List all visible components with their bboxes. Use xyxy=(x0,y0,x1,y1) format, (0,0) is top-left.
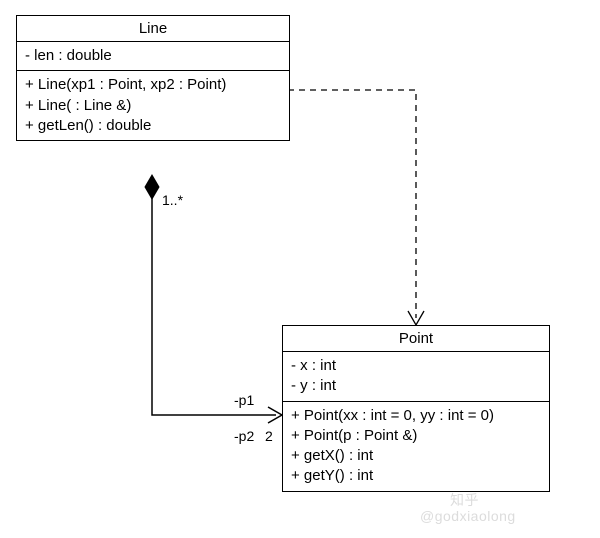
edge-composition-diamond xyxy=(145,175,159,199)
label-role-p1: -p1 xyxy=(234,392,254,408)
class-line-ops: + Line(xp1 : Point, xp2 : Point) + Line(… xyxy=(17,71,289,140)
edge-composition-path xyxy=(152,190,276,415)
class-line-attrs: - len : double xyxy=(17,42,289,71)
class-point-attr: - x : int xyxy=(291,356,541,376)
label-multiplicity-top: 1..* xyxy=(162,192,183,208)
label-multiplicity-end: 2 xyxy=(265,428,273,444)
class-line-attr: - len : double xyxy=(25,46,281,66)
class-line: Line - len : double + Line(xp1 : Point, … xyxy=(16,15,290,141)
class-point-op: + getY() : int xyxy=(291,466,541,486)
class-point-ops: + Point(xx : int = 0, yy : int = 0) + Po… xyxy=(283,402,549,491)
edge-composition-arrow xyxy=(268,407,282,423)
watermark-top: 知乎 xyxy=(450,490,479,510)
class-point-op: + Point(xx : int = 0, yy : int = 0) xyxy=(291,406,541,426)
class-point: Point - x : int - y : int + Point(xx : i… xyxy=(282,325,550,492)
class-point-op: + Point(p : Point &) xyxy=(291,426,541,446)
class-line-op: + Line(xp1 : Point, xp2 : Point) xyxy=(25,75,281,95)
class-point-name: Point xyxy=(283,326,549,352)
class-line-name: Line xyxy=(17,16,289,42)
edge-dependency-arrow xyxy=(408,311,424,325)
label-role-p2: -p2 xyxy=(234,428,254,444)
class-point-op: + getX() : int xyxy=(291,446,541,466)
class-line-op: + getLen() : double xyxy=(25,116,281,136)
class-point-attr: - y : int xyxy=(291,376,541,396)
class-point-attrs: - x : int - y : int xyxy=(283,352,549,402)
edge-dependency-path xyxy=(288,90,416,318)
watermark-bottom: @godxiaolong xyxy=(420,508,516,524)
class-line-op: + Line( : Line &) xyxy=(25,96,281,116)
